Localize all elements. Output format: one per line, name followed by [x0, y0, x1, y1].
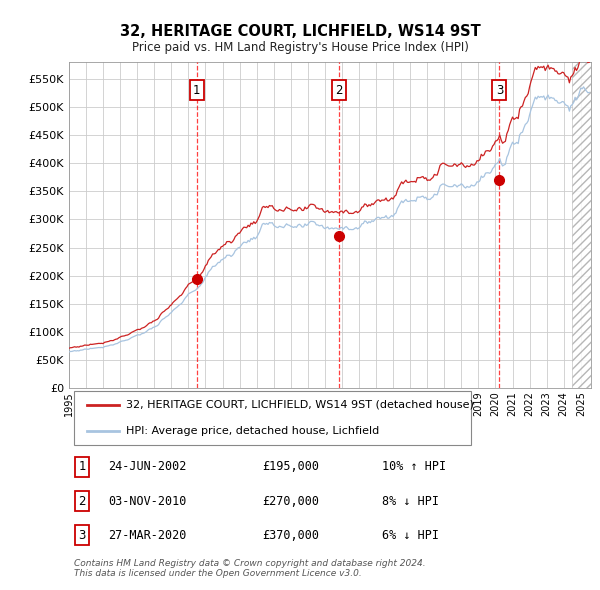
Text: 2: 2	[78, 494, 86, 507]
Text: 8% ↓ HPI: 8% ↓ HPI	[382, 494, 439, 507]
Text: 6% ↓ HPI: 6% ↓ HPI	[382, 529, 439, 542]
Text: £195,000: £195,000	[262, 460, 319, 473]
Text: Price paid vs. HM Land Registry's House Price Index (HPI): Price paid vs. HM Land Registry's House …	[131, 41, 469, 54]
Text: Contains HM Land Registry data © Crown copyright and database right 2024.
This d: Contains HM Land Registry data © Crown c…	[74, 559, 426, 578]
Text: 03-NOV-2010: 03-NOV-2010	[108, 494, 187, 507]
Text: 32, HERITAGE COURT, LICHFIELD, WS14 9ST: 32, HERITAGE COURT, LICHFIELD, WS14 9ST	[119, 24, 481, 38]
Text: 10% ↑ HPI: 10% ↑ HPI	[382, 460, 446, 473]
Text: £270,000: £270,000	[262, 494, 319, 507]
Text: HPI: Average price, detached house, Lichfield: HPI: Average price, detached house, Lich…	[127, 426, 380, 436]
Text: 3: 3	[496, 84, 503, 97]
Text: 3: 3	[79, 529, 86, 542]
Text: 1: 1	[78, 460, 86, 473]
Text: 1: 1	[193, 84, 200, 97]
FancyBboxPatch shape	[74, 391, 471, 445]
Text: 2: 2	[335, 84, 343, 97]
Text: 24-JUN-2002: 24-JUN-2002	[108, 460, 187, 473]
Text: 32, HERITAGE COURT, LICHFIELD, WS14 9ST (detached house): 32, HERITAGE COURT, LICHFIELD, WS14 9ST …	[127, 400, 474, 410]
Text: 27-MAR-2020: 27-MAR-2020	[108, 529, 187, 542]
Text: £370,000: £370,000	[262, 529, 319, 542]
